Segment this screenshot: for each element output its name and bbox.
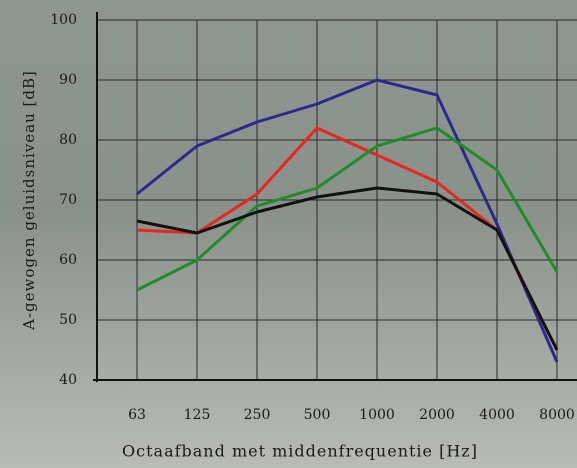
y-tick-label: 40: [59, 372, 77, 388]
x-tick-label: 2000: [419, 407, 455, 423]
line-series: [136, 126, 559, 292]
line-series: [136, 186, 559, 351]
y-tick-label: 60: [59, 252, 77, 268]
x-tick-label: 4000: [479, 407, 515, 423]
x-tick-label: 8000: [539, 407, 575, 423]
x-tick-label: 1000: [359, 407, 395, 423]
x-tick-label: 125: [184, 407, 211, 423]
y-tick-label: 70: [59, 192, 77, 208]
x-tick-label: 250: [244, 407, 271, 423]
line-series: [136, 126, 559, 351]
y-tick-label: 100: [50, 12, 77, 28]
y-axis-label: A-gewogen geluidsniveau [dB]: [20, 70, 38, 331]
x-tick-label: 500: [304, 407, 331, 423]
line-series: [136, 78, 559, 363]
x-tick-label: 63: [128, 407, 146, 423]
y-tick-label: 50: [59, 312, 77, 328]
x-axis-label: Octaafband met middenfrequentie [Hz]: [122, 442, 478, 461]
y-tick-label: 80: [59, 132, 77, 148]
y-tick-label: 90: [59, 72, 77, 88]
